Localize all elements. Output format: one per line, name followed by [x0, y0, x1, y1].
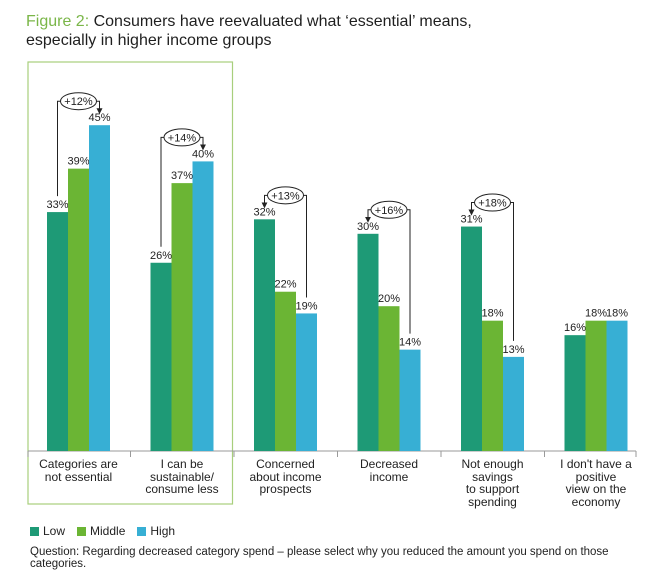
- data-label: 40%: [192, 148, 214, 160]
- data-label: 32%: [253, 206, 275, 218]
- annotation-bubble: [474, 193, 511, 212]
- data-label: 26%: [150, 250, 172, 262]
- category-label: Categories are not essential: [31, 458, 127, 483]
- category-label-line: not essential: [44, 469, 113, 484]
- category-label-line: income: [369, 469, 409, 484]
- bar-low: [47, 212, 68, 451]
- annotation-label: +18%: [478, 198, 507, 210]
- data-label: 18%: [585, 308, 607, 320]
- data-label: 39%: [67, 156, 89, 168]
- legend-label: Low: [43, 524, 66, 538]
- category-label-line: about income: [249, 469, 322, 484]
- bar-low: [564, 335, 586, 451]
- footnote: Question: Regarding decreased category s…: [30, 546, 609, 570]
- annotation-bubble: [60, 92, 97, 111]
- data-label: 22%: [274, 279, 296, 291]
- bar-high: [296, 313, 317, 451]
- category-label-line: view on the: [565, 482, 627, 496]
- bar-low: [254, 219, 275, 451]
- bar-middle: [68, 168, 89, 451]
- bar-high: [399, 349, 421, 451]
- data-label: 20%: [378, 293, 400, 305]
- legend-item-middle: Middle: [77, 524, 125, 538]
- annotation-label: +13%: [271, 190, 300, 202]
- legend-item-low: Low: [30, 524, 65, 538]
- title-line-1: Consumers have reevaluated what ‘essenti…: [93, 13, 472, 30]
- annotation-label: +16%: [375, 205, 404, 217]
- title-line-2: especially in higher income groups: [26, 32, 272, 49]
- data-label: 45%: [88, 112, 110, 124]
- data-label: 31%: [460, 214, 482, 226]
- legend-swatch: [77, 526, 87, 536]
- category-label-line: Decreased: [359, 457, 419, 471]
- legend-swatch: [30, 526, 39, 536]
- category-label-line: consume less: [145, 482, 219, 496]
- data-label: 19%: [295, 300, 317, 312]
- category-label-line: I don't have a: [560, 457, 632, 471]
- bar-low: [357, 233, 379, 451]
- legend-label: High: [150, 524, 176, 538]
- annotation-bubble: [163, 128, 201, 147]
- category-label-line: savings: [472, 469, 513, 484]
- category-label-line: spending: [468, 494, 517, 509]
- chart-title: Figure 2: Consumers have reevaluated wha…: [26, 12, 626, 50]
- bar-middle: [171, 183, 193, 451]
- legend-item-high: High: [137, 524, 175, 538]
- data-label: 18%: [481, 308, 503, 320]
- legend: Low Middle High: [30, 524, 187, 538]
- bar-low: [461, 226, 482, 451]
- data-label: 13%: [502, 344, 524, 356]
- legend-swatch: [137, 526, 147, 536]
- bar-middle: [585, 320, 607, 451]
- legend-label: Middle: [90, 524, 126, 538]
- category-label: Concerned about income prospects: [238, 458, 334, 496]
- bar-middle: [275, 291, 296, 451]
- highlight-box: [27, 61, 234, 505]
- bar-high: [192, 161, 214, 451]
- data-label: 18%: [606, 308, 628, 320]
- category-label-line: Concerned: [256, 457, 315, 471]
- annotation-bubble: [370, 200, 408, 219]
- annotation-bubble: [267, 186, 304, 205]
- category-label-line: Categories are: [39, 457, 118, 471]
- annotation-label: +12%: [64, 96, 93, 108]
- category-label: Decreased income: [341, 458, 437, 483]
- data-label: 16%: [564, 322, 586, 334]
- bar-middle: [482, 320, 503, 451]
- bar-high: [606, 320, 628, 451]
- category-label-line: economy: [571, 494, 621, 509]
- data-label: 30%: [357, 221, 379, 233]
- data-label: 33%: [46, 199, 68, 211]
- data-label: 14%: [399, 337, 421, 349]
- category-label-line: I can be: [160, 457, 204, 471]
- category-label-line: prospects: [259, 482, 312, 496]
- category-label: I can be sustainable/consume less: [134, 458, 230, 496]
- category-label: Not enough savings to support spending: [445, 458, 541, 508]
- category-label-line: to support: [465, 482, 520, 496]
- bar-high: [89, 125, 110, 451]
- annotation-label: +14%: [168, 132, 197, 144]
- category-label: I don't have a positive view on the economy: [548, 458, 644, 508]
- bar-low: [150, 262, 172, 451]
- category-label-line: sustainable/: [149, 469, 215, 484]
- category-label-line: positive: [575, 469, 617, 484]
- data-label: 37%: [171, 170, 193, 182]
- category-label-line: Not enough: [461, 457, 524, 471]
- bar-high: [503, 356, 524, 451]
- figure-label: Figure 2:: [26, 13, 90, 30]
- bar-middle: [378, 306, 400, 451]
